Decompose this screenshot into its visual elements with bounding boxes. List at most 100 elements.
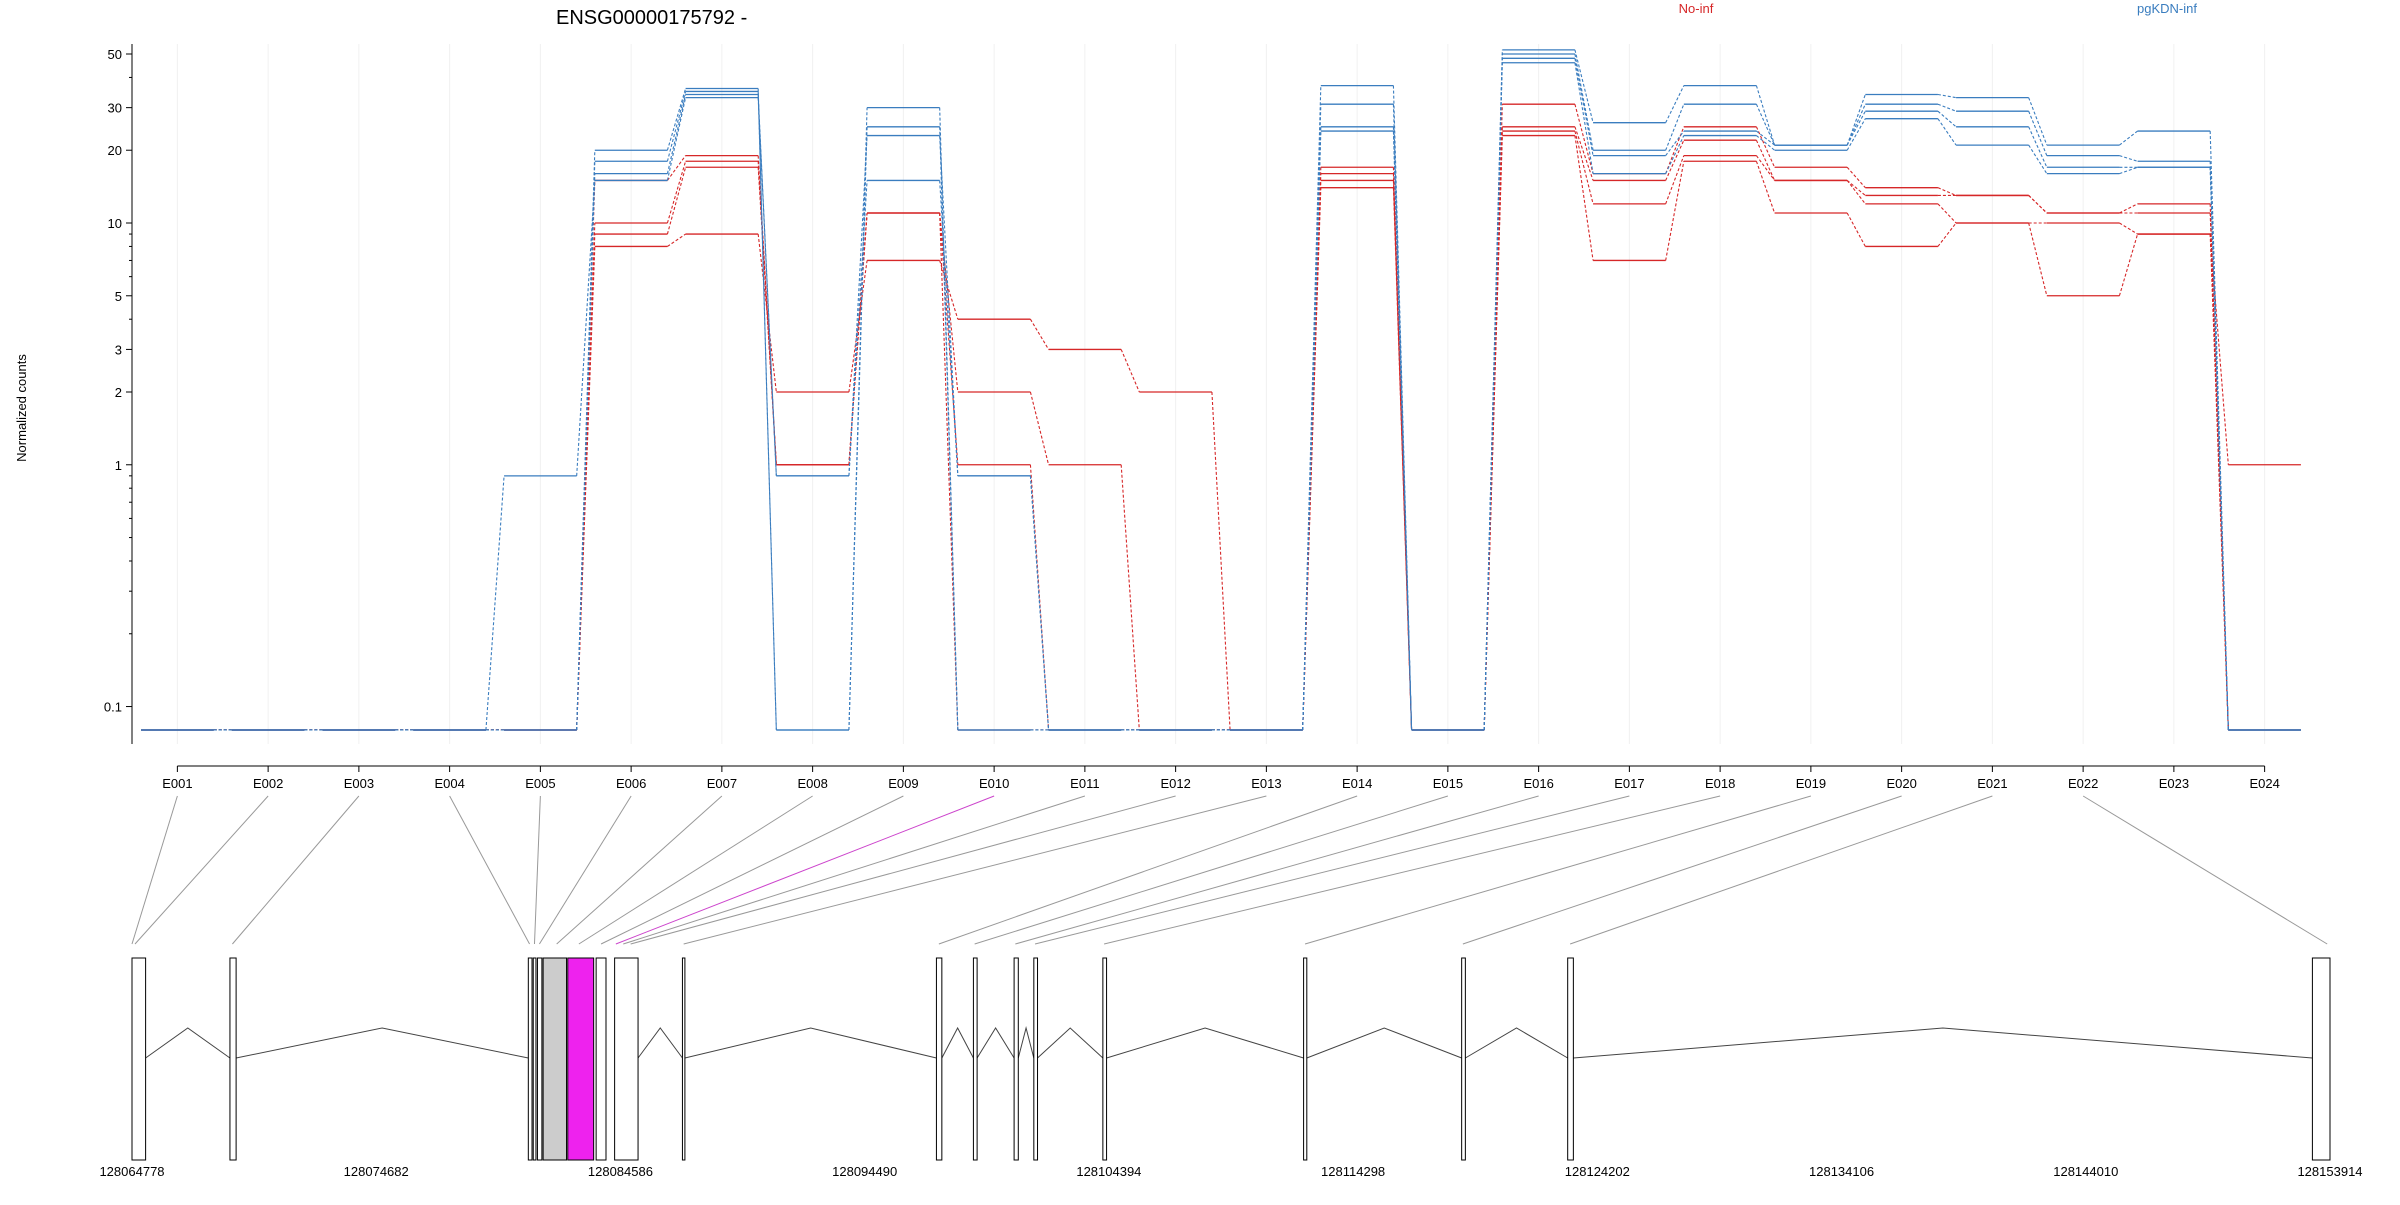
series-pgKDN-inf [141,53,2301,731]
x-tick-label: E010 [979,776,1009,791]
series-connector [1665,85,1685,123]
series-connector [666,91,687,162]
exon-link-line [1569,795,1993,945]
y-tick-label: 1 [115,458,122,473]
series-connector [939,260,959,320]
exon-box [532,957,537,1161]
series-No-inf [141,134,2301,731]
x-tick-label: E014 [1342,776,1372,791]
coordinate-label: 128144010 [2053,1164,2118,1179]
exon-link-line [232,795,360,945]
series-connector [848,260,868,393]
series-connector [1574,104,1594,174]
series-connector [757,234,777,393]
series-connector [1483,49,1503,730]
series-No-inf [141,130,2301,731]
intron-line [684,1027,937,1059]
x-tick-label: E004 [434,776,464,791]
series-connector [1755,85,1776,146]
series-connector [2028,126,2048,168]
exon-link-line [1103,795,1721,945]
series-layer [141,49,2301,731]
series-connector [1211,391,1231,731]
exon-link-layer [131,795,2328,945]
x-tick-label: E002 [253,776,283,791]
series-connector [1665,135,1685,174]
x-tick-label: E018 [1705,776,1735,791]
y-tick-label: 10 [108,216,122,231]
series-connector [1846,212,1866,247]
series-connector [2119,222,2138,235]
chart-title: ENSG00000175792 - [556,7,747,29]
series-connector [2119,130,2138,146]
series-connector [1029,391,1050,465]
y-tick-label: 5 [115,289,122,304]
exon-link-line [974,795,1449,945]
series-connector [1574,130,1594,204]
series-connector [1846,166,1866,189]
series-connector [1755,139,1776,181]
series-connector [2118,233,2139,296]
x-tick-label: E006 [616,776,646,791]
exon-box [2311,957,2331,1161]
exon-link-line [1015,795,1539,945]
series-No-inf [141,126,2301,731]
series-connector [666,94,687,174]
series-connector [1392,180,1413,730]
exon-box [595,957,607,1161]
series-connector [1574,53,1594,151]
series-connector [1029,475,1050,731]
x-tick-label: E023 [2159,776,2189,791]
series-connector [1029,318,1050,350]
exon-box [614,957,639,1161]
gene-model-layer [131,957,2331,1161]
exon-box [1461,957,1466,1161]
series-connector [1755,161,1776,214]
series-connector [1302,131,1322,730]
series-connector [1392,173,1413,730]
x-tick-label: E001 [162,776,192,791]
series-connector [1665,161,1685,261]
exon-box [536,957,543,1161]
series-connector [1665,104,1685,151]
x-tick-label: E013 [1251,776,1281,791]
y-tick-label: 20 [108,143,122,158]
series-connector [2028,144,2048,174]
exon-box [1303,957,1308,1161]
exon-link-line [683,795,1267,945]
series-connector [1756,130,1775,146]
exon-box [567,957,595,1161]
series-connector [1665,155,1685,205]
intron-line [1306,1027,1462,1059]
intron-line [1037,1027,1104,1059]
exon-box [972,957,978,1161]
exon-link-line [938,795,1358,945]
series-connector [1574,126,1594,181]
y-tick-label: 50 [108,47,122,62]
series-connector [1665,126,1685,174]
series-connector [1846,94,1866,146]
coordinate-label: 128074682 [344,1164,409,1179]
intron-line [145,1027,231,1059]
intron-line [236,1027,529,1059]
y-tick-label: 3 [115,342,122,357]
exon-box [131,957,147,1161]
x-tick-label: E008 [797,776,827,791]
series-connector [2028,195,2048,214]
exon-box [1033,957,1039,1161]
exon-link-line [449,795,530,945]
grid-layer [176,44,2266,744]
exon-link-line [623,795,1086,945]
series-connector [757,97,777,476]
exon-box [527,957,533,1161]
series-connector [1120,464,1140,731]
series-connector [848,135,868,476]
series-connector [848,212,868,465]
exon-box [542,957,568,1161]
intron-line [1465,1027,1568,1059]
series-connector [1574,62,1594,174]
series-connector [1937,222,1957,247]
coordinate-label: 128084586 [588,1164,653,1179]
